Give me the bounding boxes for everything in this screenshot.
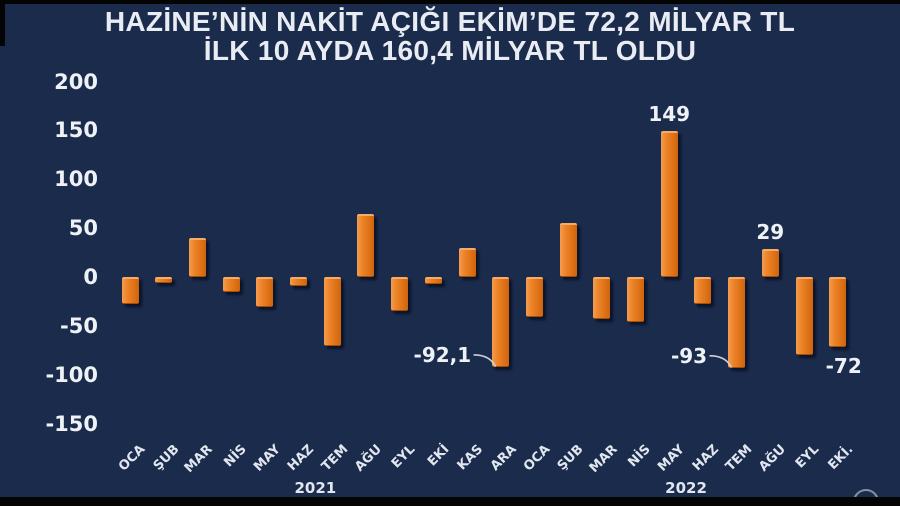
y-axis-tick-label: 0 [83,265,98,289]
bar-MAY-2021 [256,277,274,308]
bar-NİS-2022 [627,277,644,322]
x-axis-label-MAY: MAY [250,442,284,475]
bar-EKİ-2022 [829,277,847,348]
bar-OCA-2022 [525,277,543,318]
x-axis-label-AĞU: AĞU [351,442,385,475]
x-axis-label-OCA: OCA [520,442,554,475]
y-axis-tick-label: -100 [45,362,98,387]
x-axis-label-TEM: TEM [722,442,756,475]
x-axis-label-EKİ: EKİ. [825,442,857,473]
x-axis-label-ŞUB: ŞUB [555,442,587,474]
x-axis-label-NİS: NİS [221,442,250,471]
bar-ŞUB-2022 [559,223,577,277]
x-axis-label-OCA: OCA [116,442,149,475]
bar-MAR-2021 [188,237,206,277]
bar-AĞU-2021 [357,214,375,277]
bar-OCA-2021 [121,277,139,305]
y-axis-tick-label: -50 [60,313,98,338]
chart-title-line2: İLK 10 AYDA 160,4 MİLYAR TL OLDU [203,35,697,66]
chart-title: HAZİNE’NİN NAKİT AÇIĞI EKİM’DE 72,2 MİLY… [0,7,900,65]
x-axis-label-ŞUB: ŞUB [150,442,183,474]
bar-MAR-2022 [593,277,611,319]
x-axis-label-EYL: EYL [388,442,419,472]
y-axis-tick-label: 50 [68,216,98,241]
x-axis-label-AĞU: AĞU [756,442,789,475]
bar-HAZ-2022 [694,277,712,305]
x-axis-label-HAZ: HAZ [285,442,318,475]
x-axis-label-EKİ: EKİ [424,442,452,470]
left-border [0,0,5,46]
bar-AĞU-2022 [761,248,779,277]
bar-EYL-2022 [795,277,813,356]
data-label--93: -93 [670,343,708,368]
bar-EYL-2021 [391,277,409,312]
bar-KAS-2021 [458,247,476,277]
bar-MAY-2022 [660,131,678,277]
x-axis-label-MAY: MAY [655,442,688,475]
y-axis-tick-label: 200 [54,69,98,94]
bar-EKİ-2021 [424,277,442,284]
bottom-border [0,497,900,506]
top-border [0,0,900,4]
year-label-2022: 2022 [665,479,707,497]
data-label--72: -72 [825,354,862,379]
x-axis-label-MAR: MAR [586,442,621,476]
x-axis-label-NİS: NİS [625,442,655,471]
data-label-29: 29 [756,219,785,244]
y-axis-tick-label: 100 [54,167,98,192]
data-label--92_1: -92,1 [413,342,472,367]
bar-ARA-2021 [492,277,510,367]
y-axis-tick-label: 150 [54,118,98,143]
y-axis-tick-label: -150 [45,411,98,436]
x-axis-label-TEM: TEM [318,442,351,475]
bar-TEM-2021 [323,277,341,347]
x-axis-label-EYL: EYL [793,442,823,472]
x-axis-label-HAZ: HAZ [689,442,722,475]
x-axis-label-ARA: ARA [487,442,520,474]
year-label-2021: 2021 [294,479,337,497]
chart-title-line1: HAZİNE’NİN NAKİT AÇIĞI EKİM’DE 72,2 MİLY… [104,6,796,37]
bar-TEM-2022 [728,277,746,368]
bar-HAZ-2021 [290,277,307,286]
data-label-149: 149 [648,102,691,127]
bar-NİS-2021 [222,277,240,292]
x-axis-label-KAS: KAS [454,442,486,474]
x-axis-label-MAR: MAR [182,442,217,476]
bar-ŞUB-2021 [155,277,173,283]
